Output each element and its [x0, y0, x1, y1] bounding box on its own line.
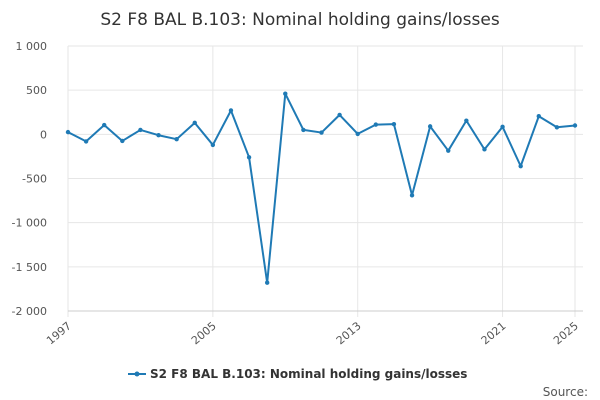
data-point[interactable]: [464, 118, 469, 123]
data-point[interactable]: [65, 129, 71, 135]
data-point[interactable]: [210, 142, 216, 148]
x-tick-label: 1997: [44, 319, 74, 347]
y-tick-label: 1 000: [16, 40, 48, 53]
data-point[interactable]: [482, 147, 487, 152]
legend-entry: S2 F8 BAL B.103: Nominal holding gains/l…: [150, 367, 467, 381]
data-point[interactable]: [228, 108, 234, 113]
data-point[interactable]: [554, 125, 560, 130]
data-point[interactable]: [138, 127, 143, 133]
y-tick-label: 0: [40, 128, 47, 141]
data-point[interactable]: [391, 121, 397, 127]
y-tick-label: 500: [26, 84, 47, 97]
y-tick-label: -1 000: [12, 217, 47, 230]
data-point[interactable]: [572, 123, 578, 128]
data-point[interactable]: [246, 155, 252, 160]
data-point[interactable]: [409, 193, 415, 198]
data-point[interactable]: [120, 138, 125, 144]
data-point[interactable]: [102, 122, 107, 128]
data-point[interactable]: [446, 148, 451, 153]
data-point[interactable]: [355, 131, 360, 137]
series-line: [67, 92, 576, 284]
legend-dot-marker: [134, 371, 140, 377]
data-point[interactable]: [264, 280, 270, 285]
data-point[interactable]: [156, 133, 161, 138]
x-tick-label: 2013: [334, 319, 364, 347]
grid-lines: [67, 45, 583, 317]
data-point[interactable]: [192, 120, 197, 126]
source-label: Source:: [543, 385, 588, 399]
legend[interactable]: S2 F8 BAL B.103: Nominal holding gains/l…: [128, 367, 467, 381]
x-tick-label: 2021: [479, 319, 509, 347]
y-tick-label: -2 000: [12, 305, 47, 318]
data-point[interactable]: [500, 124, 505, 130]
data-point[interactable]: [83, 139, 89, 144]
data-point[interactable]: [174, 136, 179, 142]
chart-title: S2 F8 BAL B.103: Nominal holding gains/l…: [100, 10, 500, 30]
data-point[interactable]: [283, 91, 288, 96]
data-point[interactable]: [536, 114, 541, 119]
data-point[interactable]: [427, 124, 433, 129]
data-point[interactable]: [319, 130, 324, 135]
data-point[interactable]: [373, 122, 379, 127]
data-point[interactable]: [301, 127, 306, 133]
x-tick-label: 2025: [551, 319, 581, 347]
y-tick-label: -500: [22, 173, 47, 186]
data-point[interactable]: [518, 163, 523, 169]
x-axis-ticks: 1997 2005 2013 2021 2025: [44, 319, 581, 347]
x-tick-label: 2005: [189, 319, 219, 347]
y-tick-label: -1 500: [12, 261, 47, 274]
y-axis-ticks: 1 000 500 0 -500 -1 000 -1 500 -2 000: [12, 40, 47, 318]
data-point[interactable]: [337, 112, 342, 118]
series-layer: [65, 91, 578, 285]
